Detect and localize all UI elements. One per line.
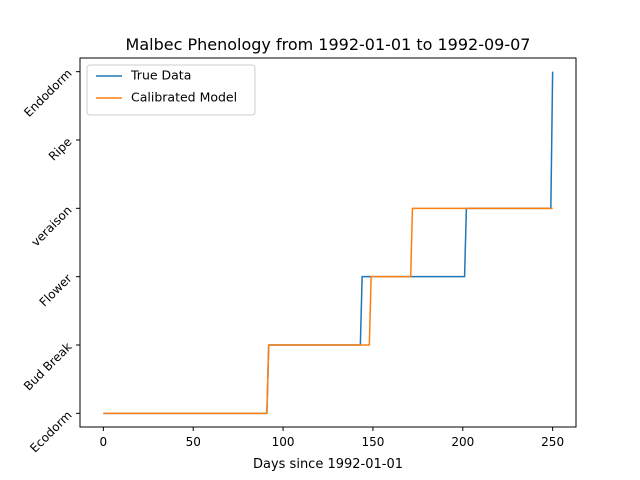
x-tick-label: 200 [451,435,474,449]
plot-frame [79,57,577,428]
series-layer [103,71,554,415]
y-tick-label: Ecodorm [27,408,74,455]
legend-box [86,64,256,116]
y-tick-label: Ripe [46,135,75,164]
x-tick-label: 100 [272,435,295,449]
legend-label-2: Calibrated Model [131,90,237,105]
x-tick-label: 50 [186,435,201,449]
x-tick-label: 150 [361,435,384,449]
x-tick-label: 0 [100,435,108,449]
y-tick-label: Endodorm [21,66,74,119]
chart-title: Malbec Phenology from 1992-01-01 to 1992… [126,35,531,54]
legend: True Data Calibrated Model [86,64,256,116]
series-line-1 [103,71,554,415]
y-axis: Ecodorm Bud Break Flower veraison Ripe Endodo… [21,66,80,455]
y-tick-label: Flower [37,271,75,309]
x-axis: 0 50 100 150 200 250 [100,427,564,449]
x-tick-label: 250 [541,435,564,449]
y-tick-label: Bud Break [21,340,75,394]
legend-label-1: True Data [130,68,191,83]
x-axis-label: Days since 1992-01-01 [253,457,403,472]
y-tick-label: veraison [28,203,74,249]
series-line-2 [103,207,553,415]
